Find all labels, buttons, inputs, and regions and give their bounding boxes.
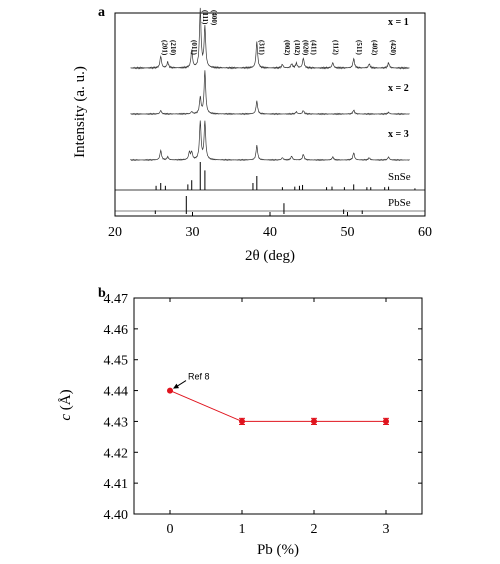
lattice-y-axis-symbol: c — [58, 414, 74, 421]
ref-label-pbse: PbSe — [388, 197, 411, 209]
peak-label-12: (402) — [371, 40, 379, 56]
lattice-y-axis-unit-text: (Å) — [58, 389, 74, 410]
lattice-x-axis-label: Pb (%) — [257, 542, 299, 558]
lattice-y-tick-label-3: 4.43 — [104, 415, 129, 430]
lattice-y-tick-label-0: 4.40 — [104, 508, 129, 523]
ref-annotation: Ref 8 — [188, 372, 210, 382]
lattice-y-tick-label-5: 4.45 — [104, 354, 129, 369]
xrd-x-tick-label-0: 20 — [108, 225, 122, 240]
lattice-series-line — [169, 390, 386, 422]
ref-label-snse: SnSe — [388, 171, 411, 183]
panel-label-a: a — [98, 5, 105, 20]
peak-label-8: (020) — [302, 40, 310, 56]
ref-arrow-head — [173, 383, 179, 389]
peak-label-7: (102) — [293, 40, 301, 56]
peak-label-11: (511) — [355, 40, 363, 55]
xrd-trace-label-3: x = 3 — [388, 129, 409, 140]
lattice-y-tick-label-1: 4.41 — [104, 477, 129, 492]
xrd-x-tick-label-3: 50 — [341, 225, 355, 240]
peak-label-3: (111) — [201, 10, 209, 25]
peak-label-2: (011) — [190, 40, 198, 55]
lattice-plot-frame — [133, 297, 423, 515]
peak-label-4: (400) — [210, 10, 218, 26]
lattice-x-tick-label-2: 2 — [311, 522, 318, 537]
peak-label-0: (201) — [160, 40, 168, 56]
lattice-x-tick-label-1: 1 — [239, 522, 246, 537]
xrd-chart: x = 1 x = 2 x = 3 SnSe PbSe (201) (210) (011)… — [72, 7, 432, 264]
xrd-trace-label-1: x = 1 — [388, 17, 409, 28]
lattice-y-tick-label-4: 4.44 — [104, 385, 129, 400]
peak-label-6: (002) — [283, 40, 291, 56]
peak-label-1: (210) — [169, 40, 177, 56]
lattice-y-tick-label-2: 4.42 — [104, 446, 129, 461]
xrd-trace-1 — [130, 7, 410, 70]
lattice-point-1 — [239, 418, 245, 425]
lattice-y-tick-label-6: 4.46 — [104, 323, 129, 338]
xrd-x-tick-label-4: 60 — [418, 225, 432, 240]
peak-label-9: (411) — [309, 40, 317, 55]
lattice-x-tick-label-0: 0 — [167, 522, 174, 537]
lattice-point-3 — [383, 418, 389, 425]
xrd-y-axis-label: Intensity (a. u.) — [72, 66, 88, 158]
xrd-x-tick-label-1: 30 — [186, 225, 200, 240]
xrd-trace-3 — [130, 120, 410, 162]
xrd-trace-2 — [130, 70, 410, 116]
xrd-x-tick-label-2: 40 — [263, 225, 277, 240]
lattice-chart: 4.40 4.41 4.42 4.43 4.44 4.45 4.46 4.47 0 1 2 3 Re… — [58, 292, 423, 558]
lattice-point-2 — [311, 418, 317, 425]
xrd-trace-label-2: x = 2 — [388, 83, 409, 94]
panel-label-b: b — [98, 286, 106, 301]
lattice-y-axis-label: c (Å) — [58, 389, 74, 420]
lattice-y-tick-label-7: 4.47 — [104, 292, 129, 307]
lattice-point-0 — [167, 387, 173, 394]
xrd-x-axis-label: 2θ (deg) — [245, 248, 295, 264]
peak-label-13: (420) — [389, 40, 397, 56]
lattice-x-tick-label-3: 3 — [383, 522, 390, 537]
peak-label-10: (112) — [332, 40, 340, 55]
peak-label-5: (311) — [257, 40, 265, 55]
